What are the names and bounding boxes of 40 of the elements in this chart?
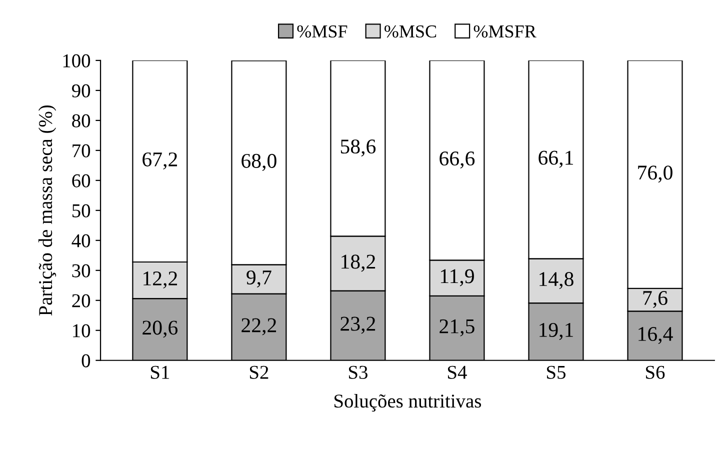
legend-label: %MSFR — [474, 25, 536, 38]
y-tick-label: 90 — [72, 84, 90, 98]
x-tick-label: S5 — [547, 366, 566, 379]
data-label: 23,2 — [340, 316, 376, 334]
data-label: 58,6 — [340, 139, 376, 157]
y-tick-label: 10 — [73, 324, 90, 338]
y-axis-title: Partição de massa seca (%) — [38, 105, 56, 316]
legend-label: %MSF — [297, 25, 348, 38]
data-label: 22,2 — [242, 318, 276, 336]
data-label: 67,2 — [142, 152, 178, 170]
y-tick-label: 80 — [72, 114, 90, 128]
data-label: 7,6 — [643, 291, 668, 308]
y-tick-label: 20 — [72, 294, 90, 308]
data-label: 66,6 — [440, 152, 475, 169]
x-tick-label: S2 — [250, 366, 268, 379]
x-tick-label: S6 — [646, 366, 665, 379]
x-tick-label: S1 — [150, 366, 170, 379]
data-label: 11,9 — [440, 269, 474, 286]
data-label: 12,2 — [144, 272, 178, 289]
data-label: 21,5 — [440, 319, 474, 336]
data-label: 16,4 — [638, 326, 673, 344]
data-label: 9,7 — [246, 270, 272, 288]
legend-label: %MSC — [384, 25, 436, 38]
x-tick-label: S4 — [448, 366, 467, 379]
y-tick-label: 70 — [72, 144, 90, 158]
y-tick-label: 100 — [63, 54, 90, 68]
data-label: 20,6 — [142, 320, 178, 338]
data-label: 14,8 — [540, 272, 574, 290]
data-label: 68,0 — [242, 154, 276, 171]
data-label: 66,1 — [538, 150, 573, 168]
y-tick-label: 30 — [72, 264, 90, 278]
y-tick-label: 50 — [72, 204, 90, 218]
y-tick-label: 60 — [72, 174, 90, 188]
x-axis-title: Soluções nutritivas — [334, 394, 482, 412]
data-label: 76,0 — [638, 166, 672, 183]
x-tick-label: S3 — [348, 366, 368, 379]
data-label: 19,1 — [540, 322, 573, 340]
y-tick-label: 0 — [82, 354, 90, 368]
y-tick-label: 40 — [72, 234, 90, 248]
data-label: 18,2 — [342, 254, 376, 272]
